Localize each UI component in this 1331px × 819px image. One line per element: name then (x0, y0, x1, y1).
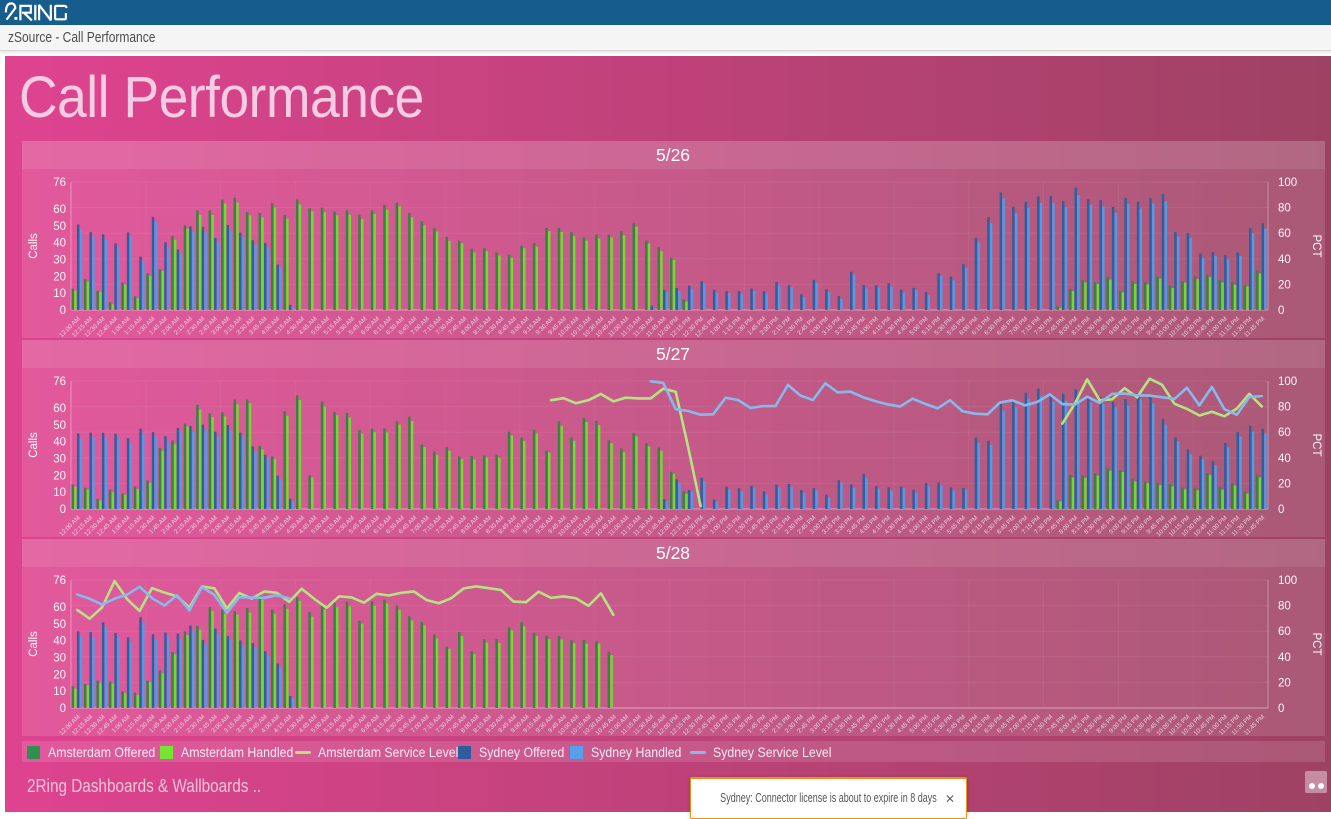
svg-text:60: 60 (1278, 228, 1291, 240)
svg-text:10: 10 (53, 487, 66, 499)
svg-text:10: 10 (53, 686, 66, 698)
svg-text:60: 60 (53, 602, 66, 614)
svg-text:Calls: Calls (28, 432, 40, 458)
svg-text:PCT: PCT (1310, 235, 1322, 258)
svg-text:50: 50 (53, 420, 66, 432)
svg-text:30: 30 (53, 652, 66, 664)
svg-text:Calls: Calls (28, 631, 40, 657)
svg-text:60: 60 (1278, 626, 1291, 638)
svg-text:0: 0 (1278, 703, 1284, 715)
svg-text:100: 100 (1278, 177, 1297, 189)
svg-text:0: 0 (60, 504, 66, 516)
svg-text:0: 0 (60, 305, 66, 317)
svg-text:20: 20 (1278, 279, 1291, 291)
svg-text:PCT: PCT (1310, 434, 1322, 457)
svg-text:50: 50 (53, 619, 66, 631)
svg-text:10: 10 (53, 288, 66, 300)
svg-text:60: 60 (53, 403, 66, 415)
svg-text:0: 0 (1278, 305, 1284, 317)
svg-text:40: 40 (1278, 652, 1291, 664)
svg-text:40: 40 (53, 437, 66, 449)
svg-text:40: 40 (53, 636, 66, 648)
svg-text:20: 20 (53, 470, 66, 482)
svg-text:40: 40 (1278, 453, 1291, 465)
svg-text:40: 40 (1278, 254, 1291, 266)
svg-text:5/26: 5/26 (656, 145, 690, 165)
svg-text:76: 76 (53, 376, 66, 388)
svg-text:76: 76 (53, 575, 66, 587)
svg-text:76: 76 (53, 177, 66, 189)
svg-text:5/27: 5/27 (656, 344, 690, 364)
svg-text:0: 0 (60, 703, 66, 715)
svg-text:0: 0 (1278, 504, 1284, 516)
svg-text:20: 20 (1278, 677, 1291, 689)
svg-text:20: 20 (53, 271, 66, 283)
svg-text:20: 20 (1278, 478, 1291, 490)
svg-text:30: 30 (53, 453, 66, 465)
svg-text:50: 50 (53, 221, 66, 233)
svg-text:100: 100 (1278, 376, 1297, 388)
svg-text:80: 80 (1278, 601, 1291, 613)
svg-text:PCT: PCT (1310, 633, 1322, 656)
svg-text:5/28: 5/28 (656, 543, 690, 563)
svg-text:60: 60 (53, 204, 66, 216)
svg-text:20: 20 (53, 669, 66, 681)
svg-text:60: 60 (1278, 427, 1291, 439)
svg-text:Calls: Calls (28, 233, 40, 259)
svg-text:30: 30 (53, 254, 66, 266)
svg-text:80: 80 (1278, 203, 1291, 215)
svg-text:40: 40 (53, 238, 66, 250)
svg-text:80: 80 (1278, 402, 1291, 414)
svg-text:100: 100 (1278, 575, 1297, 587)
